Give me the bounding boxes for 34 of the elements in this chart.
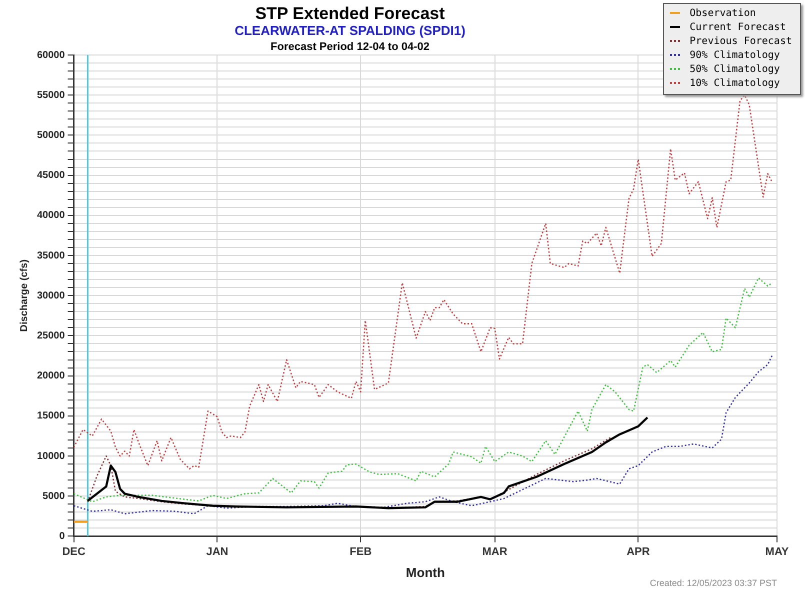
x-tick-label: MAR: [482, 546, 508, 558]
chart-subtitle: CLEARWATER-AT SPALDING (SPDI1): [234, 23, 466, 38]
y-tick-label: 30000: [36, 290, 66, 302]
y-tick-label: 35000: [36, 250, 66, 262]
y-tick-label: 10000: [36, 450, 66, 462]
legend-label: Current Forecast: [690, 22, 786, 33]
x-tick-label: DEC: [62, 546, 86, 558]
text: Forecast Period 12-04 to 04-02: [270, 41, 430, 53]
y-tick-label: 25000: [36, 330, 66, 342]
y-tick-label: 15000: [36, 410, 66, 422]
legend-label: Observation: [690, 8, 756, 19]
legend-label: Previous Forecast: [690, 36, 792, 47]
text: Created: 12/05/2023 03:37 PST: [650, 578, 777, 588]
y-tick-label: 20000: [36, 370, 66, 382]
y-tick-label: 55000: [36, 90, 66, 101]
y-tick-label: 50000: [36, 130, 66, 141]
y-tick-label: 5000: [42, 490, 66, 502]
line-series: [74, 277, 774, 502]
x-axis-title: Month: [406, 564, 445, 580]
x-tick-label: JAN: [206, 546, 228, 558]
legend-label: 10% Climatology: [690, 78, 780, 89]
legend-label: 50% Climatology: [690, 64, 780, 75]
y-tick-label: 0: [59, 530, 66, 542]
x-tick-label: MAY: [765, 546, 790, 558]
chart-title: STP Extended Forecast: [255, 4, 445, 23]
x-tick-label: APR: [626, 546, 650, 558]
line-series: [74, 354, 774, 514]
line-series: [74, 94, 774, 470]
y-axis-title: Discharge (cfs): [18, 259, 30, 332]
x-tick-label: FEB: [350, 546, 372, 558]
legend-label: 90% Climatology: [690, 50, 780, 61]
y-tick-label: 40000: [36, 210, 66, 222]
y-tick-label: 60000: [36, 50, 66, 61]
y-tick-label: 45000: [36, 170, 66, 182]
